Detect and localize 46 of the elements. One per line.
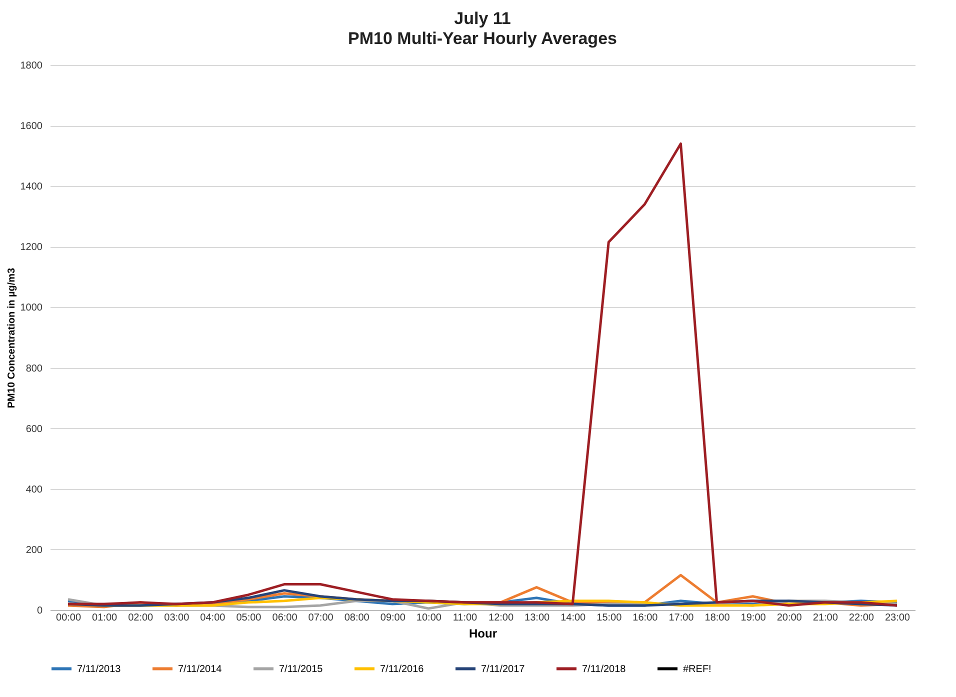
x-tick-label: 23:00 xyxy=(884,612,910,624)
x-tick-label: 04:00 xyxy=(200,612,226,624)
y-tick-label: 200 xyxy=(26,544,43,556)
x-tick-label: 19:00 xyxy=(740,612,766,624)
y-tick-label: 0 xyxy=(36,606,43,616)
x-tick-label: 16:00 xyxy=(632,612,658,624)
x-tick-label: 02:00 xyxy=(128,612,154,624)
y-axis-title: PM10 Concentration in µg/m3 xyxy=(6,267,18,408)
legend-label: 7/11/2015 xyxy=(279,664,324,675)
x-tick-label: 01:00 xyxy=(92,612,118,624)
x-axis-title: Hour xyxy=(469,626,498,640)
legend-label: #REF! xyxy=(683,664,712,675)
x-tick-label: 10:00 xyxy=(416,612,442,624)
x-tick-label: 06:00 xyxy=(272,612,298,624)
y-tick-label: 600 xyxy=(26,424,43,435)
x-tick-label: 22:00 xyxy=(848,612,874,624)
y-tick-label: 800 xyxy=(26,363,43,374)
y-tick-label: 1600 xyxy=(20,121,43,132)
y-tick-label: 1800 xyxy=(20,60,43,72)
x-tick-label: 15:00 xyxy=(596,612,622,624)
x-tick-label: 17:00 xyxy=(668,612,694,624)
x-tick-label: 03:00 xyxy=(164,612,190,624)
x-tick-label: 08:00 xyxy=(344,612,370,624)
legend-label: 7/11/2018 xyxy=(582,664,626,675)
x-tick-label: 09:00 xyxy=(380,612,406,624)
chart-title: July 11 xyxy=(454,9,511,28)
x-tick-label: 18:00 xyxy=(704,612,730,624)
y-tick-label: 1200 xyxy=(20,242,43,254)
legend-label: 7/11/2013 xyxy=(77,664,122,675)
line-series xyxy=(66,142,898,607)
x-tick-label: 21:00 xyxy=(812,612,838,624)
x-tick-label: 07:00 xyxy=(308,612,334,624)
legend-label: 7/11/2016 xyxy=(380,664,424,675)
y-tick-label: 400 xyxy=(26,484,43,496)
x-tick-label: 12:00 xyxy=(488,612,514,624)
y-tick-label: 1000 xyxy=(20,302,43,314)
x-tick-label: 00:00 xyxy=(56,612,82,624)
x-tick-label: 20:00 xyxy=(776,612,802,624)
chart-subtitle: PM10 Multi-Year Hourly Averages xyxy=(348,29,617,48)
x-tick-label: 14:00 xyxy=(560,612,586,624)
legend-label: 7/11/2014 xyxy=(178,664,222,675)
y-tick-label: 1400 xyxy=(20,182,43,193)
x-tick-label: 05:00 xyxy=(236,612,262,624)
x-tick-label: 13:00 xyxy=(524,612,550,624)
legend-label: 7/11/2017 xyxy=(481,664,526,675)
x-tick-label: 11:00 xyxy=(452,612,478,624)
